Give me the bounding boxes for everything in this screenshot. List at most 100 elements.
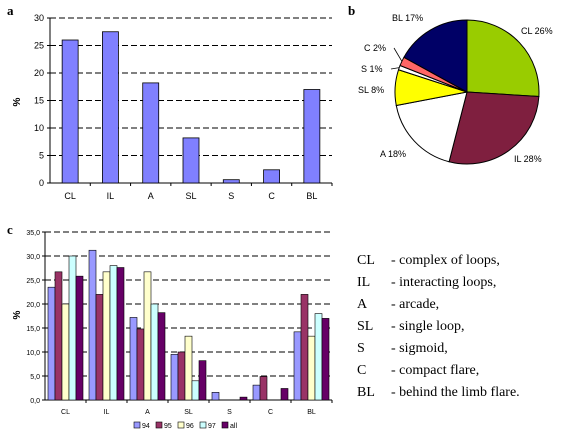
legend-label: all [230, 423, 237, 430]
y-tick-label: 30 [34, 13, 44, 23]
legend-label: 95 [164, 423, 172, 430]
x-tick-label: C [268, 409, 273, 416]
bar-94 [129, 317, 138, 401]
legend-swatch-94 [133, 421, 141, 429]
x-tick-label: SL [185, 191, 196, 201]
abbreviation-code: SL [357, 319, 374, 334]
y-tick-label: 20 [34, 68, 44, 78]
bar-all [239, 396, 248, 401]
bar-97 [68, 255, 77, 401]
abbreviation-text: - single loop, [391, 319, 465, 334]
x-tick-label: C [268, 191, 275, 201]
bar-96 [102, 271, 111, 401]
pie-label: SL 8% [358, 85, 384, 95]
bar [61, 39, 79, 184]
x-tick-label: IL [104, 409, 110, 416]
bar [102, 31, 119, 184]
abbreviation-row: S - sigmoid, [357, 338, 567, 360]
abbreviation-code: CL [357, 253, 375, 268]
bar-97 [150, 303, 159, 401]
y-tick-label: 5,0 [30, 374, 40, 381]
y-tick-label: 0 [39, 178, 44, 188]
x-tick-label: IL [107, 191, 115, 201]
panel-c-letter: c [7, 222, 13, 237]
bar-95 [259, 376, 268, 401]
bar-97 [314, 313, 323, 401]
bar-all [157, 312, 166, 401]
y-tick-label: 15,0 [26, 326, 40, 333]
chart-a: 0 5 10 15 20 25 30 CL IL A SL S C BL [34, 13, 333, 201]
bar-97 [191, 380, 200, 401]
y-tick-label: 15 [34, 96, 44, 106]
abbreviation-code: A [357, 297, 368, 312]
bar-all [75, 275, 84, 401]
y-tick-label: 0,0 [30, 398, 40, 405]
bar-96 [307, 335, 316, 401]
abbreviation-text: - compact flare, [391, 363, 480, 378]
x-tick-label: CL [61, 409, 70, 416]
abbreviation-legend: CL - complex of loops, IL - interacting loo… [357, 250, 567, 404]
pie-label: C 2% [364, 43, 386, 53]
abbreviation-text: - interacting loops, [391, 275, 497, 290]
abbreviation-row: A - arcade, [357, 294, 567, 316]
abbreviation-code: C [357, 363, 367, 378]
legend-label: 96 [186, 423, 194, 430]
y-tick-label: 25,0 [26, 278, 40, 285]
bar-all [116, 267, 125, 401]
y-tick-label: 25 [34, 41, 44, 51]
y-tick-label: 5 [39, 151, 44, 161]
pie-label: CL 26% [521, 26, 553, 36]
x-tick-label: SL [184, 409, 193, 416]
x-tick-label: BL [306, 191, 317, 201]
bar [263, 169, 280, 184]
abbreviation-text: - sigmoid, [391, 341, 448, 356]
bar-95 [177, 351, 186, 401]
bar-94 [293, 331, 302, 401]
abbreviation-row: SL - single loop, [357, 316, 567, 338]
bar [303, 89, 321, 184]
y-tick-label: 10,0 [26, 350, 40, 357]
chart-b-pie: CL 26% IL 28% A 18% SL 8% S 1% C 2% BL 17% [358, 13, 553, 165]
legend-swatch-96 [177, 421, 185, 429]
abbreviation-code: IL [357, 275, 371, 290]
pie-label: A 18% [380, 149, 406, 159]
x-tick-label: S [227, 409, 232, 416]
abbreviation-code: S [357, 341, 365, 356]
pie-slice [403, 19, 468, 93]
panel-b-letter: b [348, 3, 355, 18]
legend-swatch-97 [199, 421, 207, 429]
chart-c-ylabel: % [12, 310, 23, 319]
pie-slice [466, 19, 540, 98]
pie-leader-line [393, 47, 403, 62]
pie-slice [395, 91, 468, 163]
pie-label: BL 17% [392, 13, 423, 23]
bar-95 [136, 328, 145, 401]
abbreviation-code: BL [357, 385, 375, 400]
pie-leader-line [390, 67, 400, 70]
bar-96 [143, 271, 152, 401]
bar-94 [252, 384, 261, 401]
y-tick-label: 20,0 [26, 302, 40, 309]
bar-94 [170, 354, 179, 401]
pie-label: S 1% [361, 64, 383, 74]
bar-97 [109, 265, 118, 401]
legend-label: 94 [142, 423, 150, 430]
pie-slice [448, 91, 540, 165]
panel-a-letter: a [7, 3, 14, 18]
abbreviation-text: - behind the limb flare. [391, 385, 520, 400]
legend-swatch-all [221, 421, 229, 429]
y-tick-label: 35,0 [26, 230, 40, 237]
chart-c-legend: 94 95 96 97 all [133, 421, 237, 430]
abbreviation-row: BL - behind the limb flare. [357, 382, 567, 404]
bar-all [280, 388, 289, 401]
bar-94 [47, 286, 56, 401]
abbreviation-row: IL - interacting loops, [357, 272, 567, 294]
x-tick-label: A [148, 191, 154, 201]
bar-95 [54, 271, 63, 401]
abbreviation-text: - arcade, [391, 297, 440, 312]
y-tick-label: 30,0 [26, 254, 40, 261]
bar-95 [95, 294, 104, 401]
legend-label: 97 [208, 423, 216, 430]
bar-all [321, 318, 330, 401]
